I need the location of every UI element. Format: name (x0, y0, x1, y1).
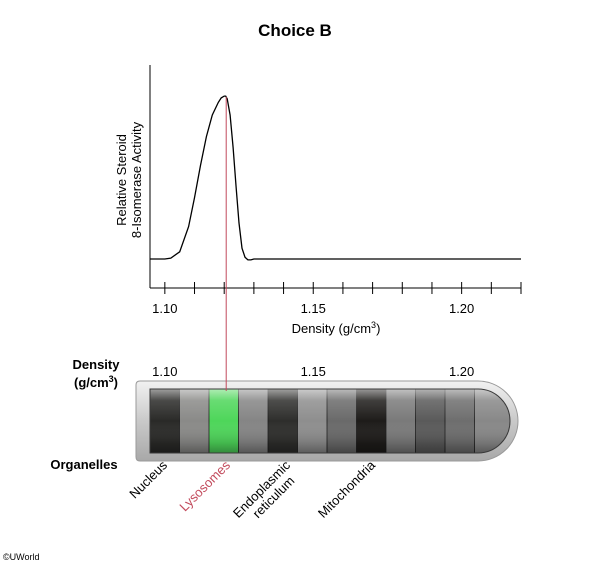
y-axis-label-line2: 8-Isomerase Activity (129, 121, 144, 238)
x-axis-tick-labels: 1.10 1.15 1.20 (152, 301, 474, 316)
organelles-label: Organelles (50, 457, 117, 472)
organelle-nucleus-text: Nucleus (126, 457, 170, 501)
tube-scale-label-2: 1.20 (449, 364, 474, 379)
tube-scale-label-1: 1.15 (301, 364, 326, 379)
y-axis-label: Relative Steroid 8-Isomerase Activity (114, 121, 144, 238)
page-title: Choice B (258, 21, 332, 40)
organelle-label-lysosomes: Lysosomes (176, 457, 233, 514)
organelle-mitochondria-text: Mitochondria (315, 457, 379, 521)
x-axis-label-text: Density (g/cm (292, 321, 371, 336)
organelle-label-nucleus: Nucleus (126, 457, 170, 501)
tube-shine (150, 389, 510, 453)
organelle-label-er: Endoplasmic reticulum (230, 457, 297, 521)
x-axis-label-superscript: 3 (371, 320, 376, 330)
x-axis-label-close: ) (376, 321, 380, 336)
tube-density-unit-close: ) (114, 375, 118, 390)
tube-density-unit-superscript: 3 (109, 374, 114, 384)
copyright-text: ©UWorld (3, 552, 39, 562)
tube-density-unit: (g/cm (74, 375, 109, 390)
organelle-label-mitochondria: Mitochondria (315, 457, 379, 521)
activity-curve-line (150, 95, 521, 261)
x-axis-ticks (164, 282, 522, 294)
x-axis-label: Density (g/cm3) (292, 320, 381, 336)
x-tick-label-1: 1.15 (301, 301, 326, 316)
tube-density-scale: 1.10 1.15 1.20 (152, 364, 474, 379)
y-axis-label-line1: Relative Steroid (114, 134, 129, 226)
tube-scale-label-0: 1.10 (152, 364, 177, 379)
chart-axes (149, 65, 521, 289)
tube-outline (149, 388, 511, 454)
tube-density-label-line1: Density (73, 357, 121, 372)
organelle-lysosomes-text: Lysosomes (176, 457, 233, 514)
tube-density-label-line2: (g/cm3) (74, 374, 118, 390)
x-tick-label-2: 1.20 (449, 301, 474, 316)
centrifuge-tube (135, 380, 519, 462)
x-tick-label-0: 1.10 (152, 301, 177, 316)
